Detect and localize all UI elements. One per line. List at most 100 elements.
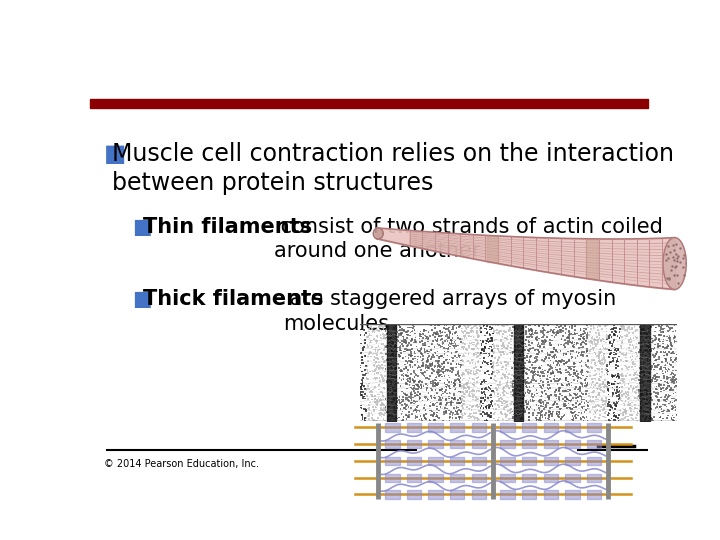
Point xyxy=(536,392,547,400)
Point xyxy=(379,361,390,370)
Point xyxy=(640,414,652,423)
Point xyxy=(520,330,531,339)
Point xyxy=(371,369,382,377)
Point xyxy=(513,376,525,384)
Point xyxy=(513,381,525,390)
Point xyxy=(498,385,509,394)
Point xyxy=(375,321,387,330)
Point xyxy=(441,394,452,403)
Point xyxy=(597,377,608,386)
Point xyxy=(567,347,579,356)
Point xyxy=(409,373,420,381)
Point xyxy=(355,401,366,410)
Point xyxy=(443,327,454,335)
Point xyxy=(472,395,483,403)
Point xyxy=(407,374,418,383)
Point xyxy=(554,364,566,373)
Point xyxy=(478,354,490,362)
Point xyxy=(669,321,680,329)
Point xyxy=(454,353,465,361)
Point xyxy=(451,399,463,408)
Point xyxy=(359,415,370,423)
Point xyxy=(394,374,405,382)
Point xyxy=(647,376,658,384)
Point xyxy=(400,328,412,336)
Point xyxy=(384,351,395,360)
Point xyxy=(501,417,513,426)
Point xyxy=(591,333,603,341)
Point xyxy=(613,416,624,425)
Point xyxy=(474,400,486,409)
Point xyxy=(418,371,429,380)
Point xyxy=(660,364,671,373)
Point xyxy=(505,344,517,353)
Point xyxy=(561,334,572,342)
Point xyxy=(556,380,567,388)
Point xyxy=(378,332,390,341)
Point xyxy=(436,387,448,396)
Point xyxy=(596,356,608,365)
Point xyxy=(589,370,600,379)
Point xyxy=(642,383,654,392)
Point xyxy=(394,321,405,330)
Point xyxy=(655,384,667,393)
Point xyxy=(458,329,469,338)
Point xyxy=(554,376,565,384)
Point xyxy=(382,340,394,349)
Point xyxy=(408,381,420,390)
Point xyxy=(588,346,599,355)
Point xyxy=(361,373,372,382)
Point xyxy=(535,399,546,407)
Point xyxy=(466,323,477,332)
Point xyxy=(570,326,581,334)
Point xyxy=(379,357,391,366)
Point xyxy=(379,404,390,413)
Point xyxy=(660,390,672,399)
Point xyxy=(405,352,417,360)
Point xyxy=(508,322,520,331)
Point xyxy=(410,385,422,394)
Point xyxy=(660,361,671,369)
Point xyxy=(507,385,518,394)
Point xyxy=(418,346,430,354)
Point xyxy=(469,364,480,373)
Point xyxy=(638,407,649,416)
Point xyxy=(575,330,587,339)
Point xyxy=(498,386,510,395)
Point xyxy=(404,411,415,420)
Point xyxy=(472,357,484,366)
Point xyxy=(501,343,513,352)
Point xyxy=(467,345,478,353)
Point xyxy=(396,367,408,376)
Point xyxy=(419,339,431,347)
Point xyxy=(468,390,480,399)
Point xyxy=(634,379,646,387)
Point xyxy=(570,383,582,391)
Point xyxy=(552,328,563,337)
Point xyxy=(649,335,661,344)
Point xyxy=(641,388,652,397)
Point xyxy=(646,416,657,424)
Point xyxy=(652,361,664,369)
Point xyxy=(502,321,513,329)
Point xyxy=(419,401,431,409)
Point xyxy=(518,345,529,353)
Point xyxy=(618,377,629,386)
Point xyxy=(438,323,450,332)
Point xyxy=(560,368,572,377)
Point xyxy=(449,407,461,415)
Point xyxy=(444,382,455,390)
Point xyxy=(568,366,580,374)
Point xyxy=(378,415,390,423)
Point xyxy=(582,398,593,407)
Point xyxy=(613,397,624,406)
Point xyxy=(661,373,672,382)
Point xyxy=(434,400,446,408)
Bar xyxy=(522,440,536,448)
Point xyxy=(665,370,677,379)
Point xyxy=(364,325,375,334)
Point xyxy=(451,402,462,411)
Point xyxy=(512,375,523,384)
Point xyxy=(603,395,615,404)
Point xyxy=(466,369,477,378)
